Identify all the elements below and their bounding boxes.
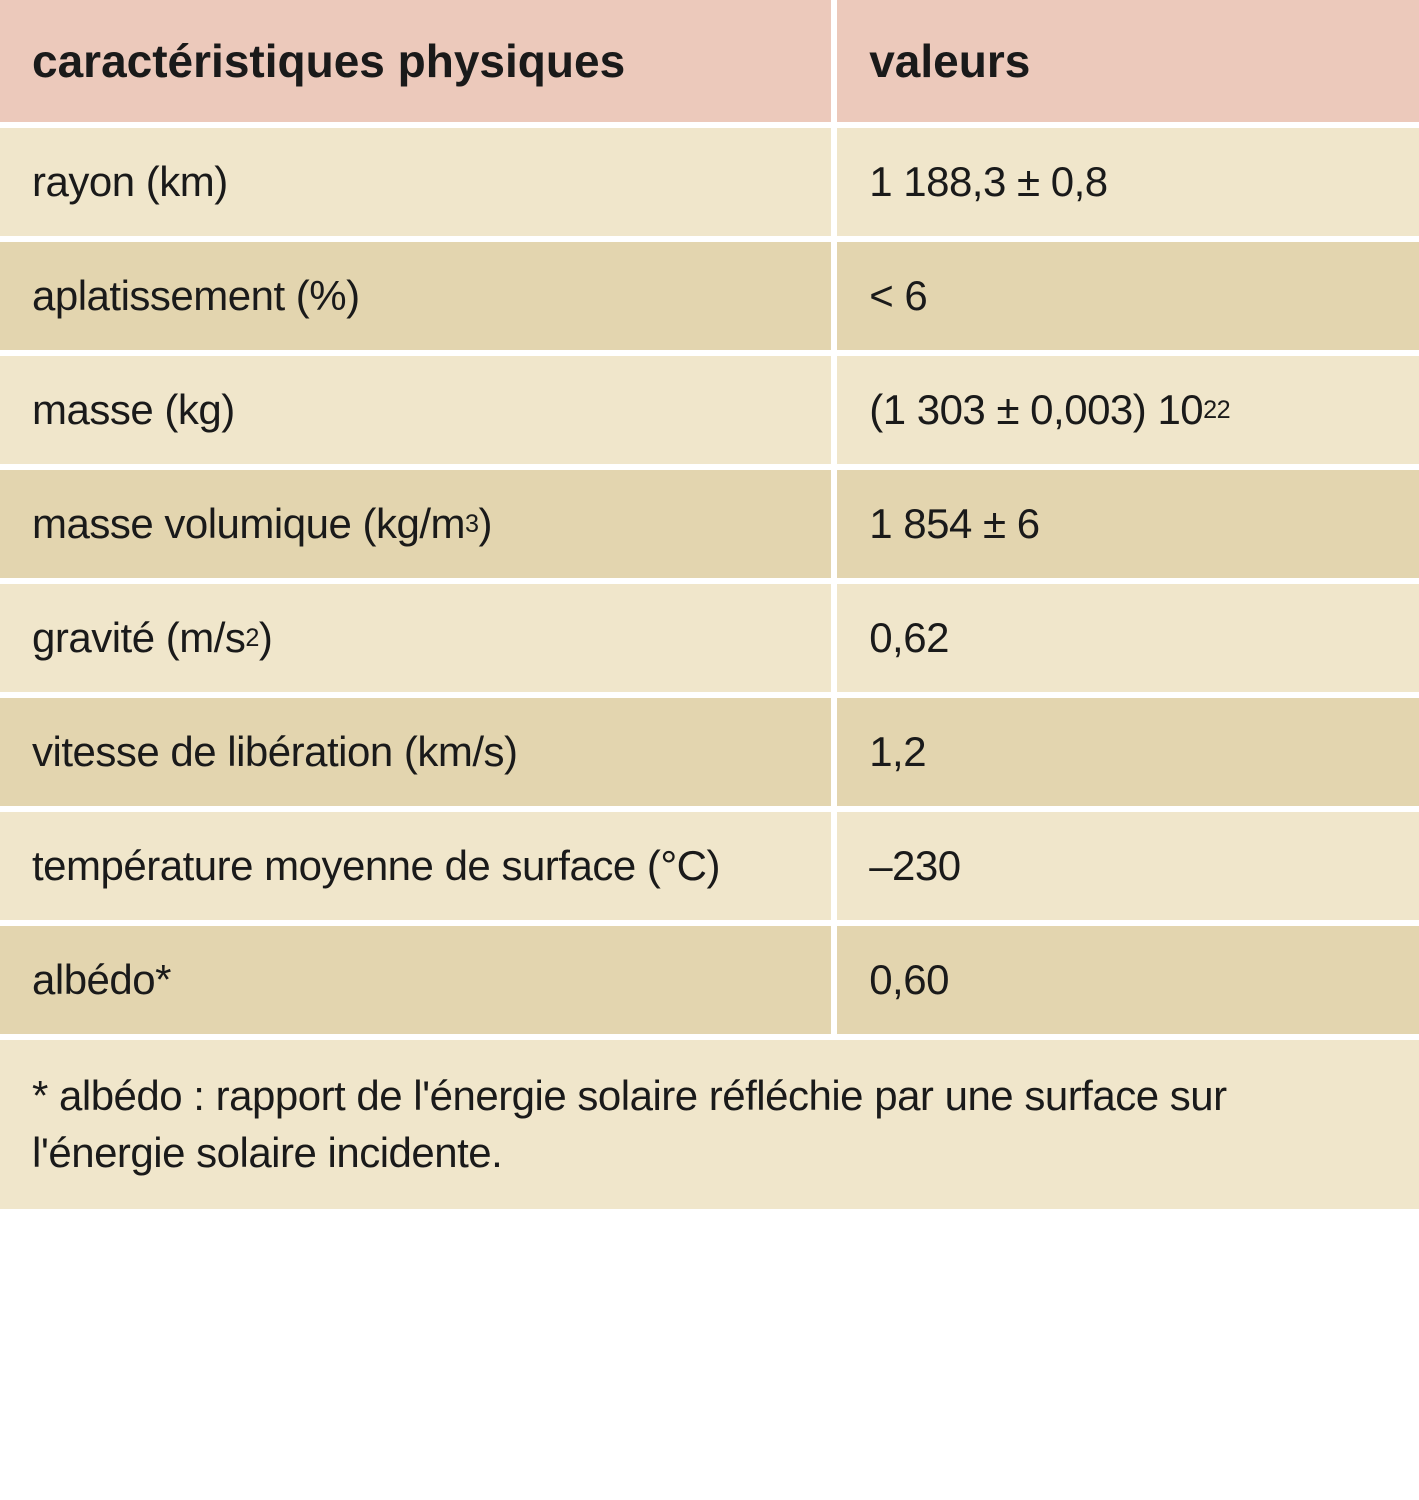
value-cell: –230 (837, 812, 1419, 926)
value-cell: < 6 (837, 242, 1419, 356)
table-row: aplatissement (%) < 6 (0, 242, 1419, 356)
characteristic-cell: albédo* (0, 926, 837, 1040)
characteristic-cell: rayon (km) (0, 128, 837, 242)
value-cell: 1 188,3 ± 0,8 (837, 128, 1419, 242)
table-row: masse volumique (kg/m3) 1 854 ± 6 (0, 470, 1419, 584)
value-cell: 1 854 ± 6 (837, 470, 1419, 584)
characteristic-cell: vitesse de libération (km/s) (0, 698, 837, 812)
characteristic-cell: masse volumique (kg/m3) (0, 470, 837, 584)
table-row: albédo* 0,60 (0, 926, 1419, 1040)
value-cell: (1 303 ± 0,003) 1022 (837, 356, 1419, 470)
characteristic-cell: aplatissement (%) (0, 242, 837, 356)
value-cell: 0,62 (837, 584, 1419, 698)
header-characteristic: caractéristiques physiques (0, 0, 837, 128)
value-cell: 1,2 (837, 698, 1419, 812)
table-header-row: caractéristiques physiques valeurs (0, 0, 1419, 128)
table-row: température moyenne de surface (°C) –230 (0, 812, 1419, 926)
value-cell: 0,60 (837, 926, 1419, 1040)
characteristic-cell: gravité (m/s2) (0, 584, 837, 698)
table-row: gravité (m/s2) 0,62 (0, 584, 1419, 698)
physical-characteristics-table: caractéristiques physiques valeurs rayon… (0, 0, 1419, 1209)
characteristic-cell: température moyenne de surface (°C) (0, 812, 837, 926)
header-value: valeurs (837, 0, 1419, 128)
table-footnote-row: * albédo : rapport de l'énergie solaire … (0, 1040, 1419, 1209)
table-row: vitesse de libération (km/s) 1,2 (0, 698, 1419, 812)
table-row: masse (kg) (1 303 ± 0,003) 1022 (0, 356, 1419, 470)
characteristic-cell: masse (kg) (0, 356, 837, 470)
table-row: rayon (km) 1 188,3 ± 0,8 (0, 128, 1419, 242)
footnote-text: * albédo : rapport de l'énergie solaire … (0, 1040, 1419, 1209)
